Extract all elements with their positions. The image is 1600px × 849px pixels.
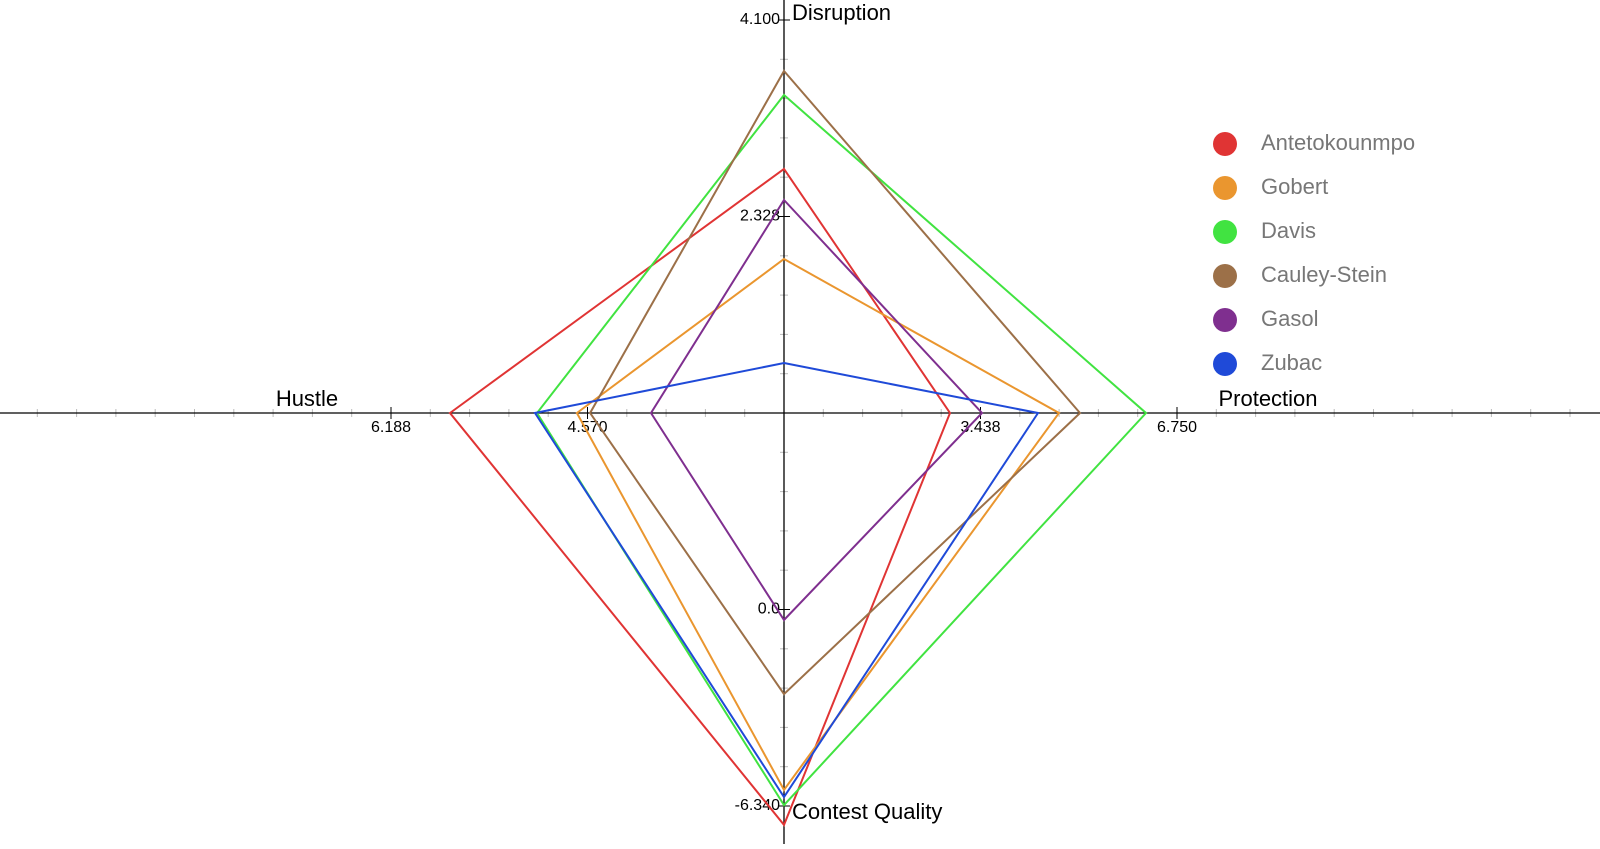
series-polygon	[448, 167, 952, 827]
axis-title: Protection	[1218, 386, 1317, 411]
axis-title: Disruption	[792, 0, 891, 25]
series-polygon	[588, 69, 1082, 696]
axis-title: Contest Quality	[792, 799, 942, 824]
legend-marker	[1213, 132, 1237, 156]
legend-marker	[1213, 264, 1237, 288]
series-polygon	[533, 361, 1040, 799]
tick-label: 4.100	[740, 11, 780, 28]
legend-marker	[1213, 220, 1237, 244]
tick-label: 6.188	[371, 419, 411, 436]
tick-label: -6.340	[735, 797, 780, 814]
legend-marker	[1213, 352, 1237, 376]
tick-label: 6.750	[1157, 419, 1197, 436]
legend-label: Zubac	[1261, 350, 1322, 375]
legend-label: Gasol	[1261, 306, 1318, 331]
legend-label: Gobert	[1261, 174, 1328, 199]
legend-marker	[1213, 176, 1237, 200]
legend-label: Davis	[1261, 218, 1316, 243]
legend-marker	[1213, 308, 1237, 332]
tick-label: 3.438	[960, 419, 1000, 436]
series-polygon	[575, 257, 1061, 792]
axis-title: Hustle	[276, 386, 338, 411]
legend-label: Cauley-Stein	[1261, 262, 1387, 287]
series-polygon	[535, 93, 1148, 807]
legend-label: Antetokounmpo	[1261, 130, 1415, 155]
series-polygon	[649, 198, 984, 622]
